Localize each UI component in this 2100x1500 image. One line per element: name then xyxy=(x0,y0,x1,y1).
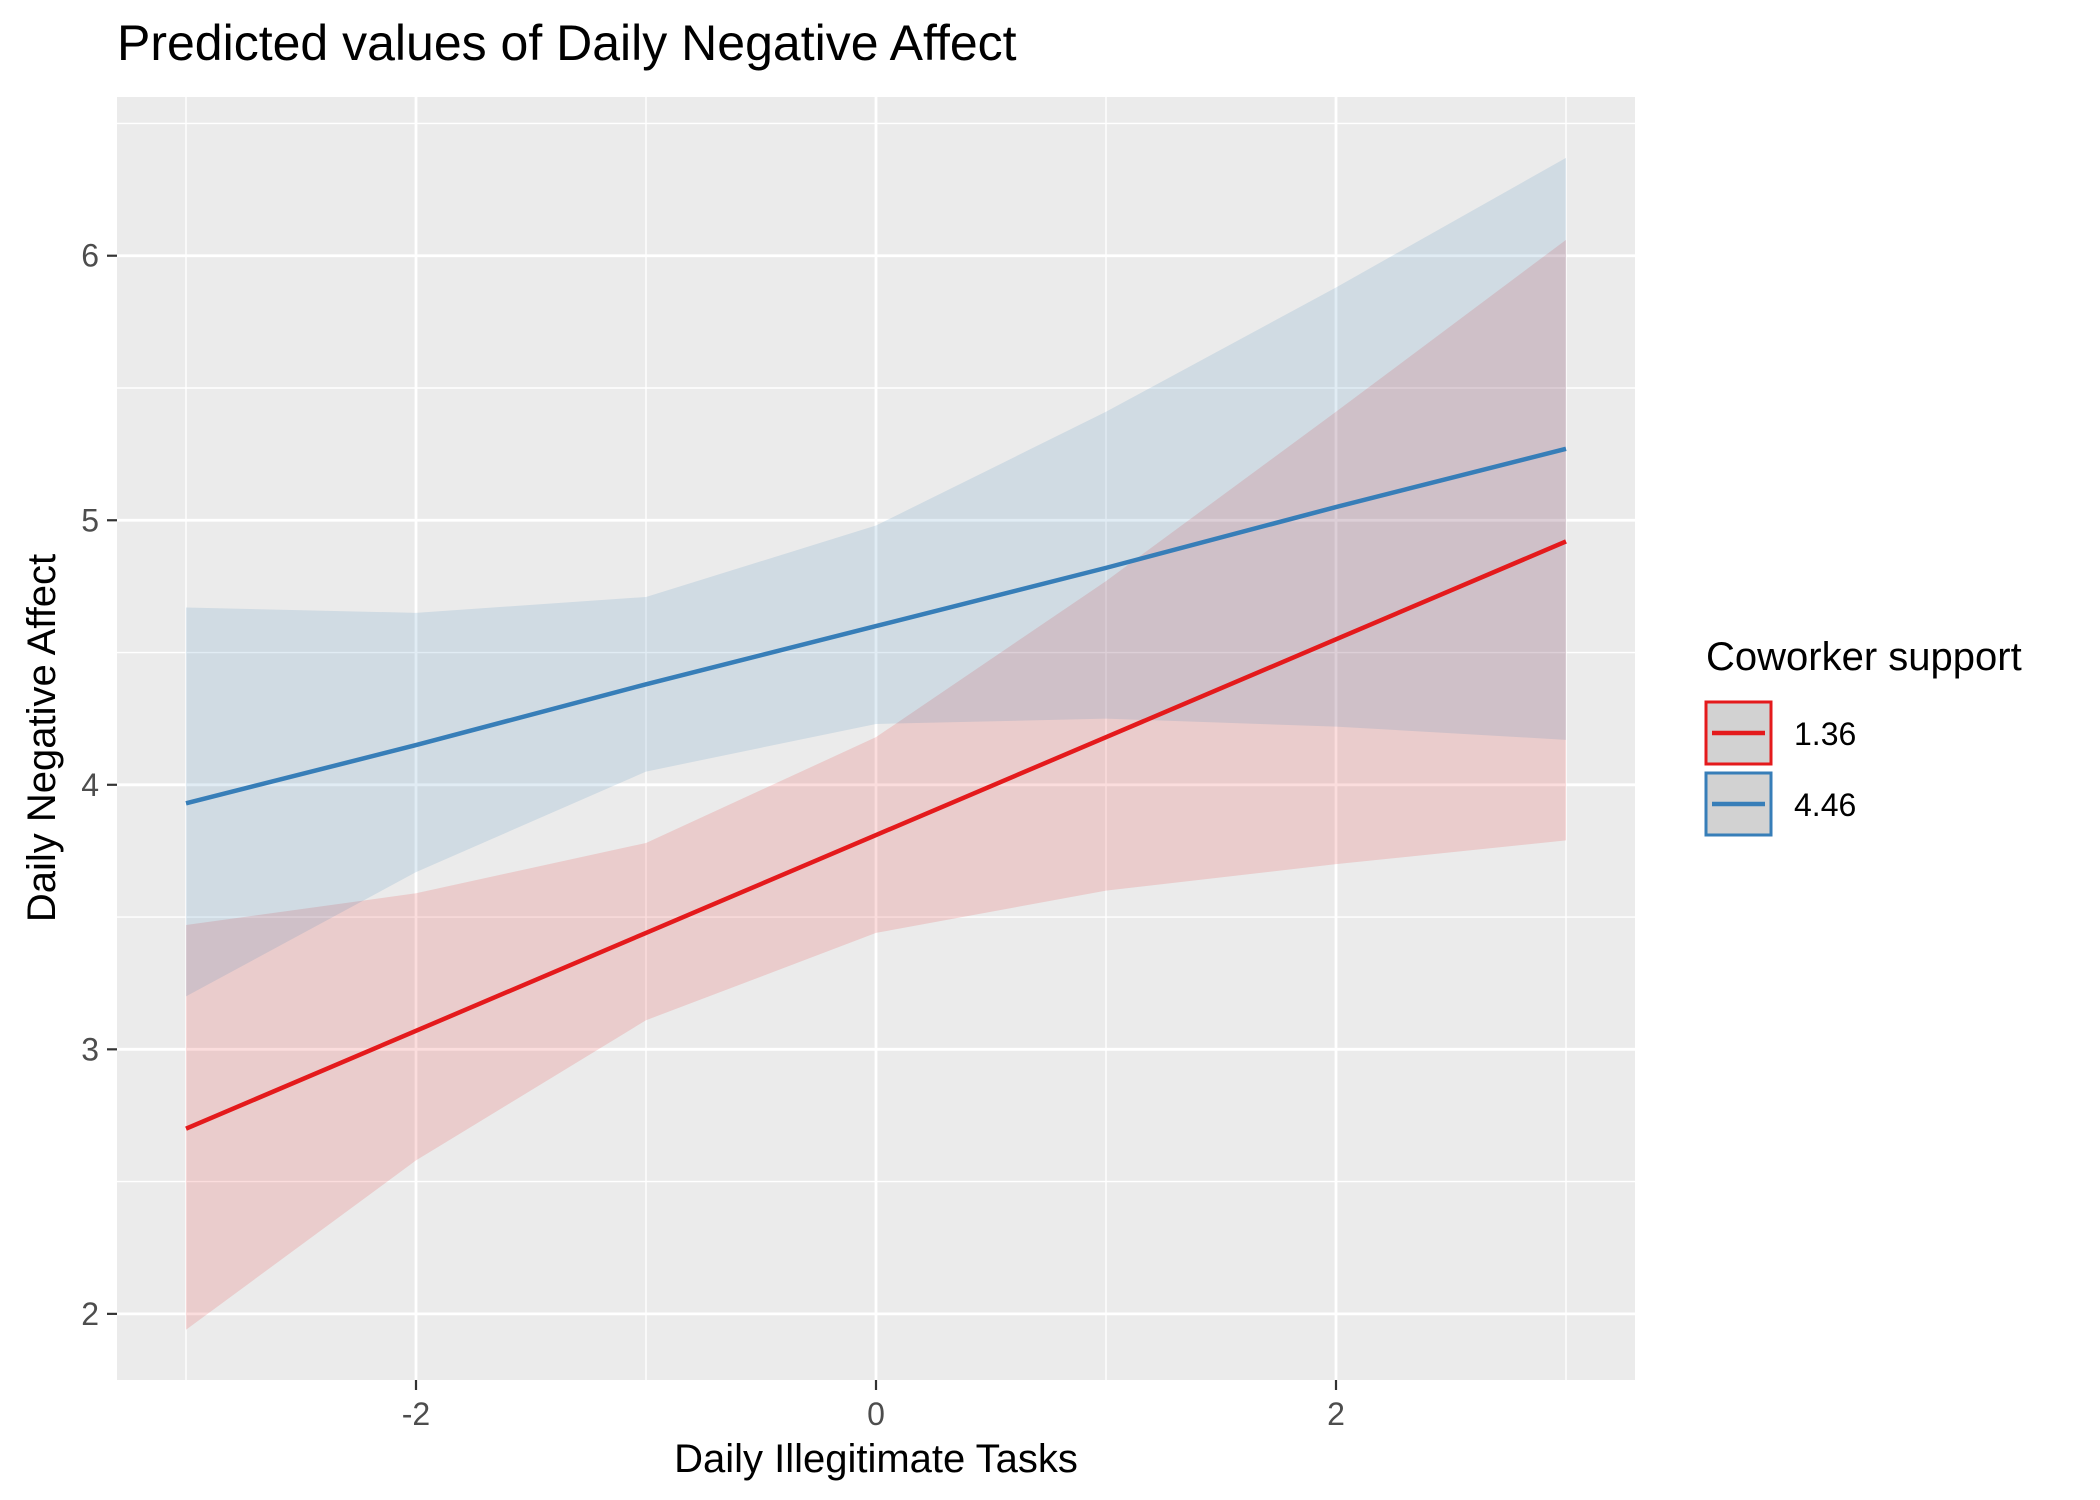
y-tick-label: 6 xyxy=(81,238,99,274)
series-lines xyxy=(185,446,1567,1131)
y-tick-label: 5 xyxy=(81,502,99,538)
confidence-band-1.36 xyxy=(186,239,1566,1330)
grid-major xyxy=(117,97,1635,1380)
legend: Coworker support 1.36 4.46 xyxy=(1704,635,2022,837)
x-tick-label: -2 xyxy=(402,1396,430,1432)
series-line-4.46 xyxy=(185,446,1567,806)
x-tick-label: 2 xyxy=(1327,1396,1345,1432)
y-tick-label: 3 xyxy=(81,1031,99,1067)
y-axis-title: Daily Negative Affect xyxy=(20,554,64,922)
x-tick-label: 0 xyxy=(867,1396,885,1432)
chart-title: Predicted values of Daily Negative Affec… xyxy=(117,15,1017,71)
x-axis: -2 0 2 xyxy=(402,1380,1345,1432)
y-axis: 2 3 4 5 6 xyxy=(81,238,117,1332)
series-line-1.36 xyxy=(185,539,1567,1131)
y-tick-label: 4 xyxy=(81,767,99,803)
confidence-band-4.46 xyxy=(186,157,1566,997)
legend-title: Coworker support xyxy=(1706,635,2022,679)
confidence-bands xyxy=(186,157,1566,1330)
y-tick-label: 2 xyxy=(81,1296,99,1332)
legend-label: 1.36 xyxy=(1794,716,1856,752)
x-axis-title: Daily Illegitimate Tasks xyxy=(674,1437,1078,1481)
legend-label: 4.46 xyxy=(1794,787,1856,823)
